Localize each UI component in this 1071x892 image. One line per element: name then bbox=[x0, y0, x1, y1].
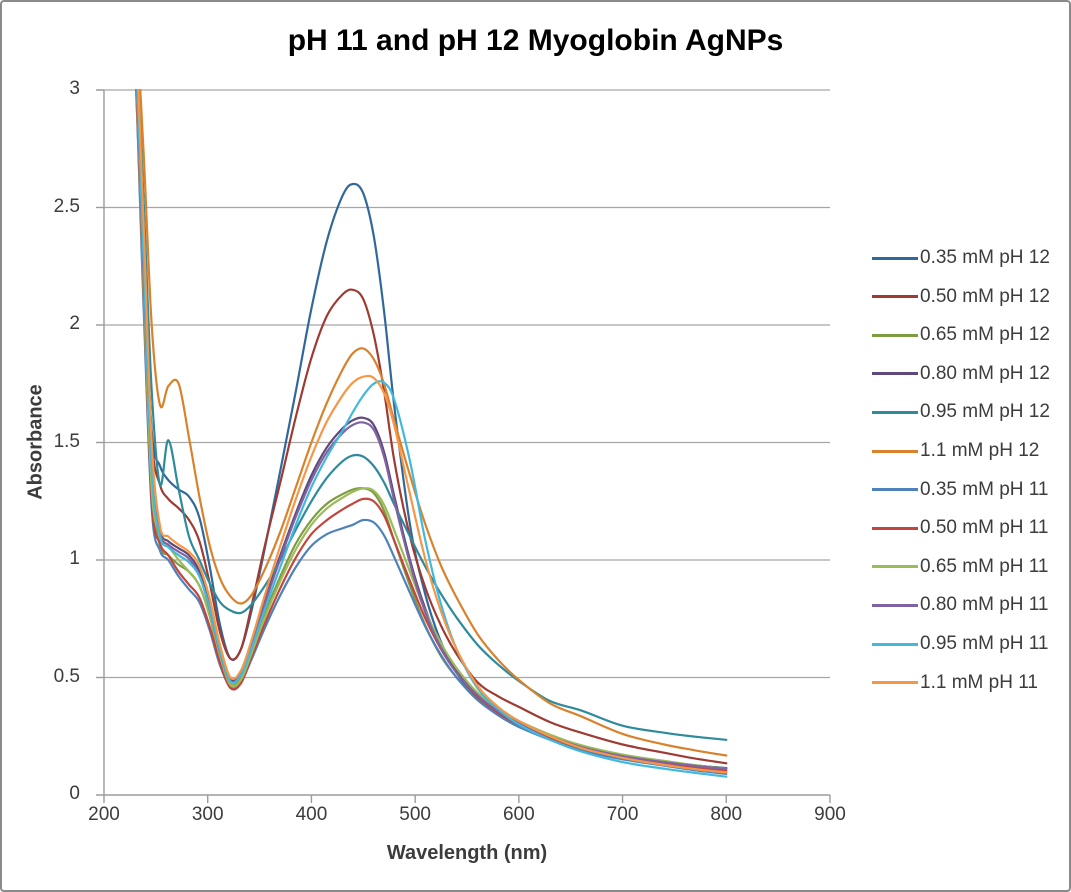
y-tick-label: 0 bbox=[69, 783, 80, 804]
legend-line-swatch bbox=[872, 603, 918, 607]
y-tick-label: 2.5 bbox=[53, 195, 80, 217]
series-line-0-50-mm-ph-11[interactable] bbox=[128, 2, 728, 772]
legend-item[interactable]: 0.65 mM pH 12 bbox=[872, 323, 1050, 347]
legend-line-swatch bbox=[872, 642, 918, 646]
x-tick-label: 300 bbox=[191, 804, 224, 825]
legend-line-swatch bbox=[872, 372, 918, 376]
y-tick-label: 1 bbox=[69, 548, 80, 569]
legend-label: 0.35 mM pH 11 bbox=[920, 478, 1049, 500]
x-tick-label: 800 bbox=[710, 804, 743, 825]
series-line-0-50-mm-ph-12[interactable] bbox=[128, 2, 728, 765]
legend-line-swatch bbox=[872, 488, 918, 492]
legend-item[interactable]: 0.35 mM pH 11 bbox=[872, 478, 1048, 502]
legend-item[interactable]: 0.80 mM pH 12 bbox=[872, 362, 1050, 386]
x-tick-label: 700 bbox=[606, 804, 639, 825]
legend-label: 0.95 mM pH 11 bbox=[920, 633, 1049, 654]
legend-item[interactable]: 0.35 mM pH 12 bbox=[872, 246, 1050, 270]
legend-label: 0.50 mM pH 11 bbox=[920, 517, 1049, 539]
y-tick-label: 3 bbox=[69, 78, 80, 99]
legend-label: 0.95 mM pH 12 bbox=[920, 401, 1050, 423]
legend-line-swatch bbox=[872, 256, 918, 260]
legend-item[interactable]: 0.50 mM pH 12 bbox=[872, 285, 1050, 309]
legend-label: 0.65 mM pH 11 bbox=[920, 555, 1049, 577]
legend-line-swatch bbox=[872, 681, 918, 685]
legend-line-swatch bbox=[872, 449, 918, 453]
x-tick-label: 400 bbox=[295, 804, 328, 825]
series-line-1-1-mm-ph-11[interactable] bbox=[128, 2, 728, 774]
x-axis-title: Wavelength (nm) bbox=[386, 842, 548, 864]
legend-label: 0.35 mM pH 12 bbox=[920, 247, 1050, 268]
legend-line-swatch bbox=[872, 333, 918, 337]
legend-item[interactable]: 0.95 mM pH 12 bbox=[872, 400, 1050, 424]
legend-label: 0.50 mM pH 12 bbox=[920, 285, 1050, 307]
legend-label: 0.80 mM pH 12 bbox=[920, 362, 1050, 384]
x-tick-label: 500 bbox=[399, 804, 431, 825]
legend-line-swatch bbox=[872, 565, 918, 569]
x-tick-label: 900 bbox=[814, 804, 846, 825]
legend-label: 1.1 mM pH 11 bbox=[920, 671, 1038, 693]
x-tick-label: 200 bbox=[88, 804, 120, 825]
legend-item[interactable]: 0.50 mM pH 11 bbox=[872, 516, 1048, 540]
series-line-0-35-mm-ph-11[interactable] bbox=[128, 2, 728, 775]
y-tick-label: 2 bbox=[69, 313, 80, 334]
legend-item[interactable]: 0.80 mM pH 11 bbox=[872, 593, 1048, 617]
legend-label: 1.1 mM pH 12 bbox=[920, 440, 1040, 461]
series-line-1-1-mm-ph-12[interactable] bbox=[128, 2, 728, 757]
legend-line-swatch bbox=[872, 526, 918, 530]
legend-item[interactable]: 0.95 mM pH 11 bbox=[872, 632, 1048, 656]
y-tick-label: 0.5 bbox=[53, 665, 80, 687]
legend-label: 0.65 mM pH 12 bbox=[920, 324, 1050, 346]
series-line-0-95-mm-ph-11[interactable] bbox=[128, 2, 728, 778]
legend-line-swatch bbox=[872, 295, 918, 299]
legend-line-swatch bbox=[872, 410, 918, 414]
x-tick-label: 600 bbox=[502, 804, 535, 825]
legend-item[interactable]: 1.1 mM pH 11 bbox=[872, 671, 1038, 695]
legend-item[interactable]: 1.1 mM pH 12 bbox=[872, 439, 1039, 463]
legend-label: 0.80 mM pH 11 bbox=[920, 594, 1049, 616]
legend-item[interactable]: 0.65 mM pH 11 bbox=[872, 555, 1048, 579]
series-line-0-95-mm-ph-12[interactable] bbox=[128, 2, 728, 741]
y-tick-label: 1.5 bbox=[53, 430, 80, 452]
chart-title: pH 11 and pH 12 Myoglobin AgNPs bbox=[287, 24, 784, 57]
